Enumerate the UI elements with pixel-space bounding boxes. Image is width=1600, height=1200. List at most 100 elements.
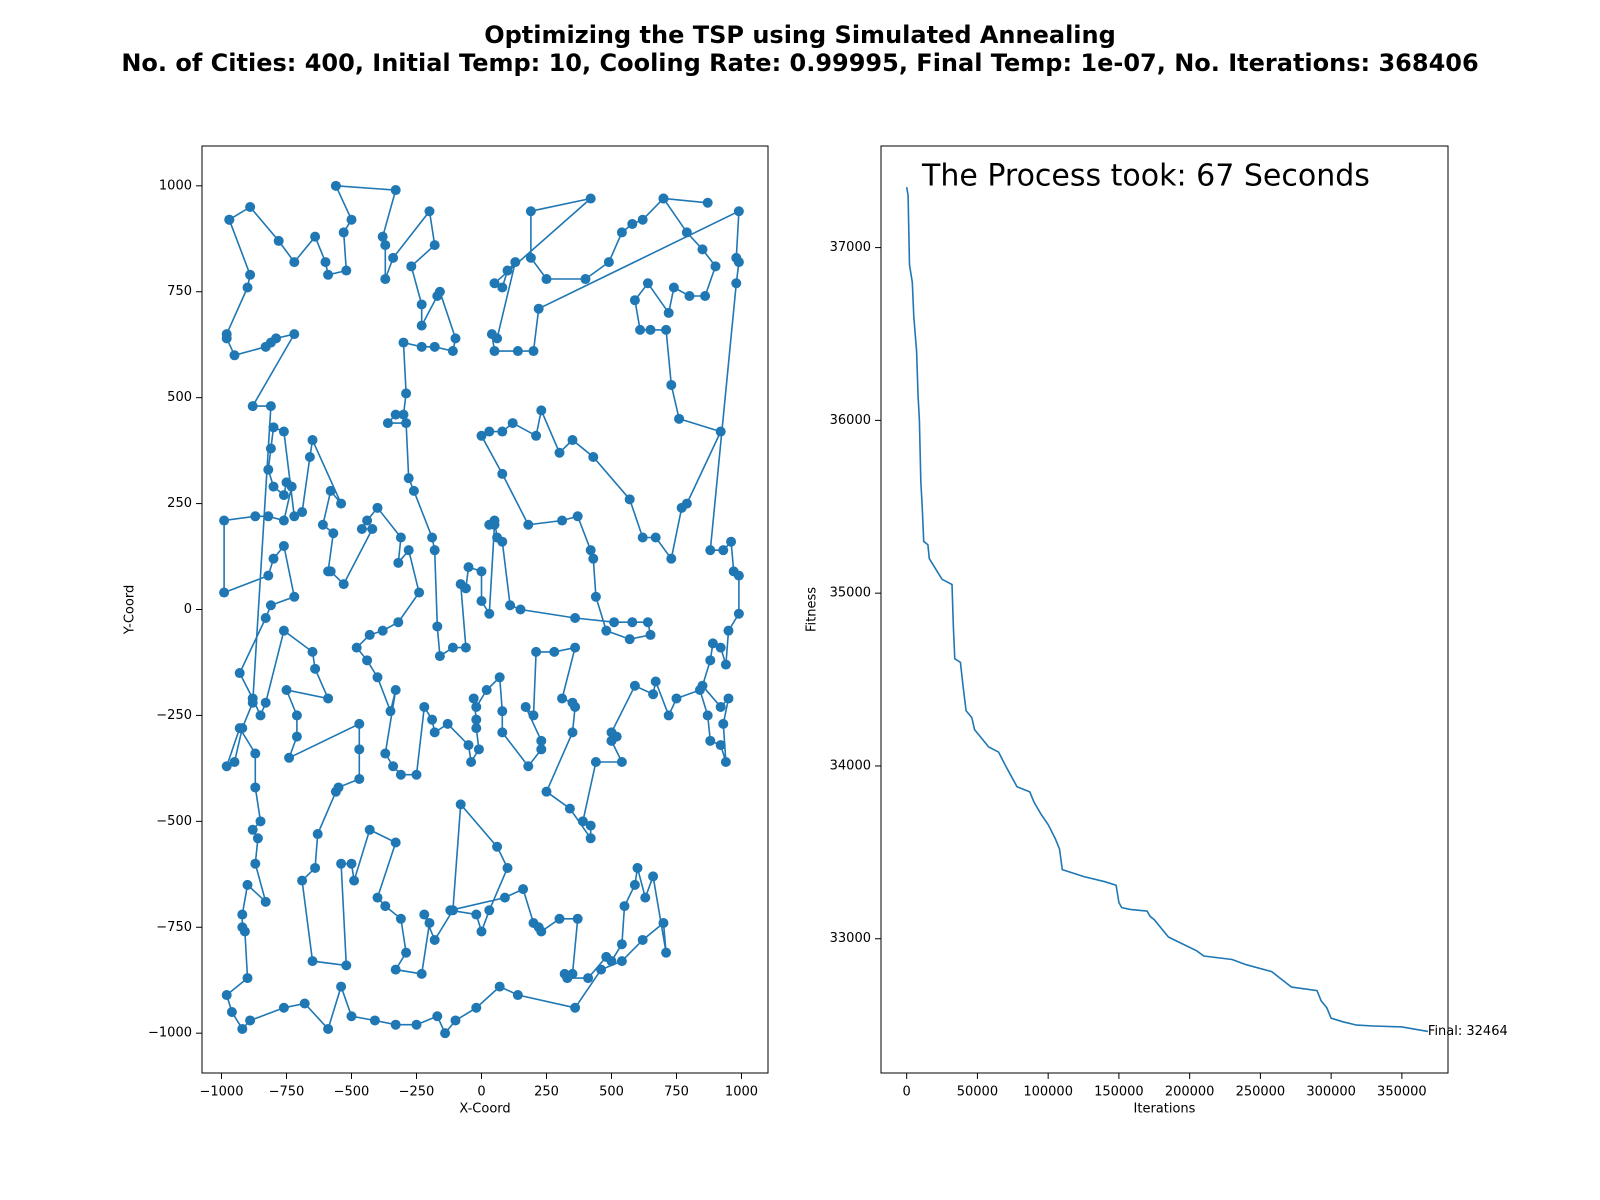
city-marker — [642, 278, 653, 289]
city-marker — [694, 684, 705, 695]
city-marker — [380, 748, 391, 759]
x-tick-label: 200000 — [1165, 1085, 1215, 1100]
city-marker — [351, 642, 362, 653]
city-marker — [390, 409, 401, 420]
city-marker — [536, 405, 547, 416]
city-marker — [720, 757, 731, 768]
city-marker — [505, 600, 516, 611]
city-marker — [476, 430, 487, 441]
city-marker — [590, 591, 601, 602]
city-marker — [323, 566, 334, 577]
city-marker — [512, 346, 523, 357]
x-tick-label: 300000 — [1306, 1085, 1356, 1100]
y-tick-label: 250 — [167, 496, 192, 511]
city-marker — [434, 286, 445, 297]
x-tick-label: −1000 — [200, 1085, 244, 1100]
y-tick-label: 1000 — [159, 178, 192, 193]
city-marker — [510, 257, 521, 268]
city-marker — [362, 515, 373, 526]
city-marker — [330, 786, 341, 797]
city-marker — [624, 634, 635, 645]
city-marker — [671, 693, 682, 704]
city-marker — [307, 646, 318, 657]
city-marker — [707, 638, 718, 649]
city-marker — [627, 218, 638, 229]
city-marker — [242, 879, 253, 890]
city-marker — [442, 718, 453, 729]
city-marker — [484, 905, 495, 916]
y-tick-label: 37000 — [830, 240, 871, 255]
city-marker — [255, 816, 266, 827]
city-marker — [697, 244, 708, 255]
city-marker — [242, 282, 253, 293]
x-tick-label: 0 — [903, 1085, 911, 1100]
city-marker — [424, 918, 435, 929]
city-marker — [411, 769, 422, 780]
city-marker — [395, 769, 406, 780]
figure-subtitle: No. of Cities: 400, Initial Temp: 10, Co… — [121, 49, 1478, 77]
city-marker — [291, 710, 302, 721]
city-marker — [455, 799, 466, 810]
city-marker — [466, 757, 477, 768]
city-marker — [531, 430, 542, 441]
city-marker — [562, 973, 573, 984]
city-marker — [341, 960, 352, 971]
city-marker — [492, 841, 503, 852]
city-marker — [726, 536, 737, 547]
city-marker — [260, 697, 271, 708]
x-tick-label: −750 — [269, 1085, 305, 1100]
city-marker — [289, 329, 300, 340]
city-marker — [468, 693, 479, 704]
city-marker — [250, 858, 261, 869]
city-marker — [221, 761, 232, 772]
city-marker — [286, 481, 297, 492]
city-marker — [278, 625, 289, 636]
city-marker — [245, 269, 256, 280]
city-marker — [367, 524, 378, 535]
city-marker — [416, 320, 427, 331]
city-marker — [346, 214, 357, 225]
city-marker — [346, 1011, 357, 1022]
city-marker — [463, 740, 474, 751]
city-marker — [250, 511, 261, 522]
y-tick-label: 34000 — [830, 758, 871, 773]
city-marker — [531, 646, 542, 657]
city-marker — [723, 625, 734, 636]
city-marker — [336, 858, 347, 869]
city-marker — [388, 761, 399, 772]
city-marker — [663, 307, 674, 318]
city-marker — [440, 1028, 451, 1039]
city-marker — [518, 884, 529, 895]
city-marker — [237, 909, 248, 920]
city-marker — [229, 350, 240, 361]
city-marker — [237, 922, 248, 933]
city-marker — [416, 968, 427, 979]
city-marker — [336, 981, 347, 992]
city-marker — [221, 329, 232, 340]
city-marker — [650, 532, 661, 543]
city-marker — [666, 379, 677, 390]
city-marker — [484, 426, 495, 437]
city-marker — [541, 274, 552, 285]
city-marker — [403, 545, 414, 556]
city-marker — [723, 693, 734, 704]
city-marker — [645, 629, 656, 640]
city-marker — [502, 862, 513, 873]
city-marker — [684, 290, 695, 301]
y-tick-label: 750 — [167, 284, 192, 299]
city-marker — [471, 723, 482, 734]
city-marker — [497, 536, 508, 547]
city-marker — [291, 731, 302, 742]
city-marker — [260, 341, 271, 352]
city-marker — [570, 1002, 581, 1013]
city-marker — [245, 202, 256, 213]
city-marker — [447, 642, 458, 653]
city-marker — [250, 782, 261, 793]
city-marker — [564, 803, 575, 814]
city-marker — [718, 545, 729, 556]
city-marker — [416, 341, 427, 352]
city-marker — [536, 744, 547, 755]
city-marker — [606, 956, 617, 967]
city-marker — [715, 701, 726, 712]
